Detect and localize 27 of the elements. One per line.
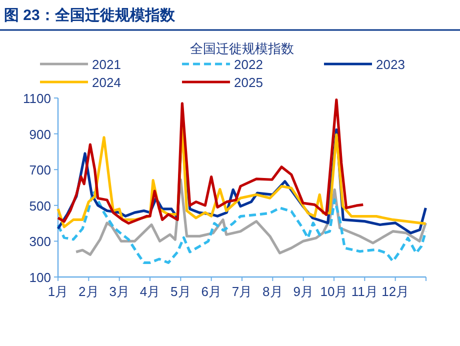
legend-label: 2023 — [376, 57, 405, 72]
chart-subtitle: 全国迁徙规模指数 — [190, 41, 294, 56]
x-tick-label: 6月 — [201, 284, 222, 299]
y-tick-label: 700 — [29, 162, 51, 178]
x-tick-label: 5月 — [170, 284, 191, 299]
chart-title: 图 23：全国迁徙规模指数 — [4, 6, 176, 24]
legend-label: 2025 — [234, 75, 263, 90]
line-series — [56, 190, 427, 264]
y-tick-label: 100 — [29, 270, 51, 285]
legend-label: 2022 — [234, 57, 263, 72]
y-tick-label: 1100 — [23, 91, 51, 106]
y-tick-label: 300 — [29, 234, 51, 250]
legend-label: 2021 — [92, 57, 121, 72]
x-tick-label: 4月 — [140, 284, 160, 299]
x-tick-label: 2月 — [78, 284, 99, 299]
y-tick-label: 500 — [29, 198, 51, 214]
y-tick-label: 900 — [29, 126, 51, 142]
x-tick-label: 1月 — [48, 284, 68, 299]
line-series — [56, 98, 364, 225]
x-tick-label: 8月 — [262, 284, 283, 299]
x-tick-label: 12月 — [382, 284, 410, 299]
x-tick-label: 7月 — [232, 284, 252, 299]
x-tick-label: 3月 — [109, 284, 130, 299]
x-tick-label: 9月 — [293, 284, 314, 299]
x-tick-label: 11月 — [351, 284, 378, 299]
x-tick-label: 10月 — [320, 284, 348, 299]
legend-label: 2024 — [92, 75, 121, 90]
